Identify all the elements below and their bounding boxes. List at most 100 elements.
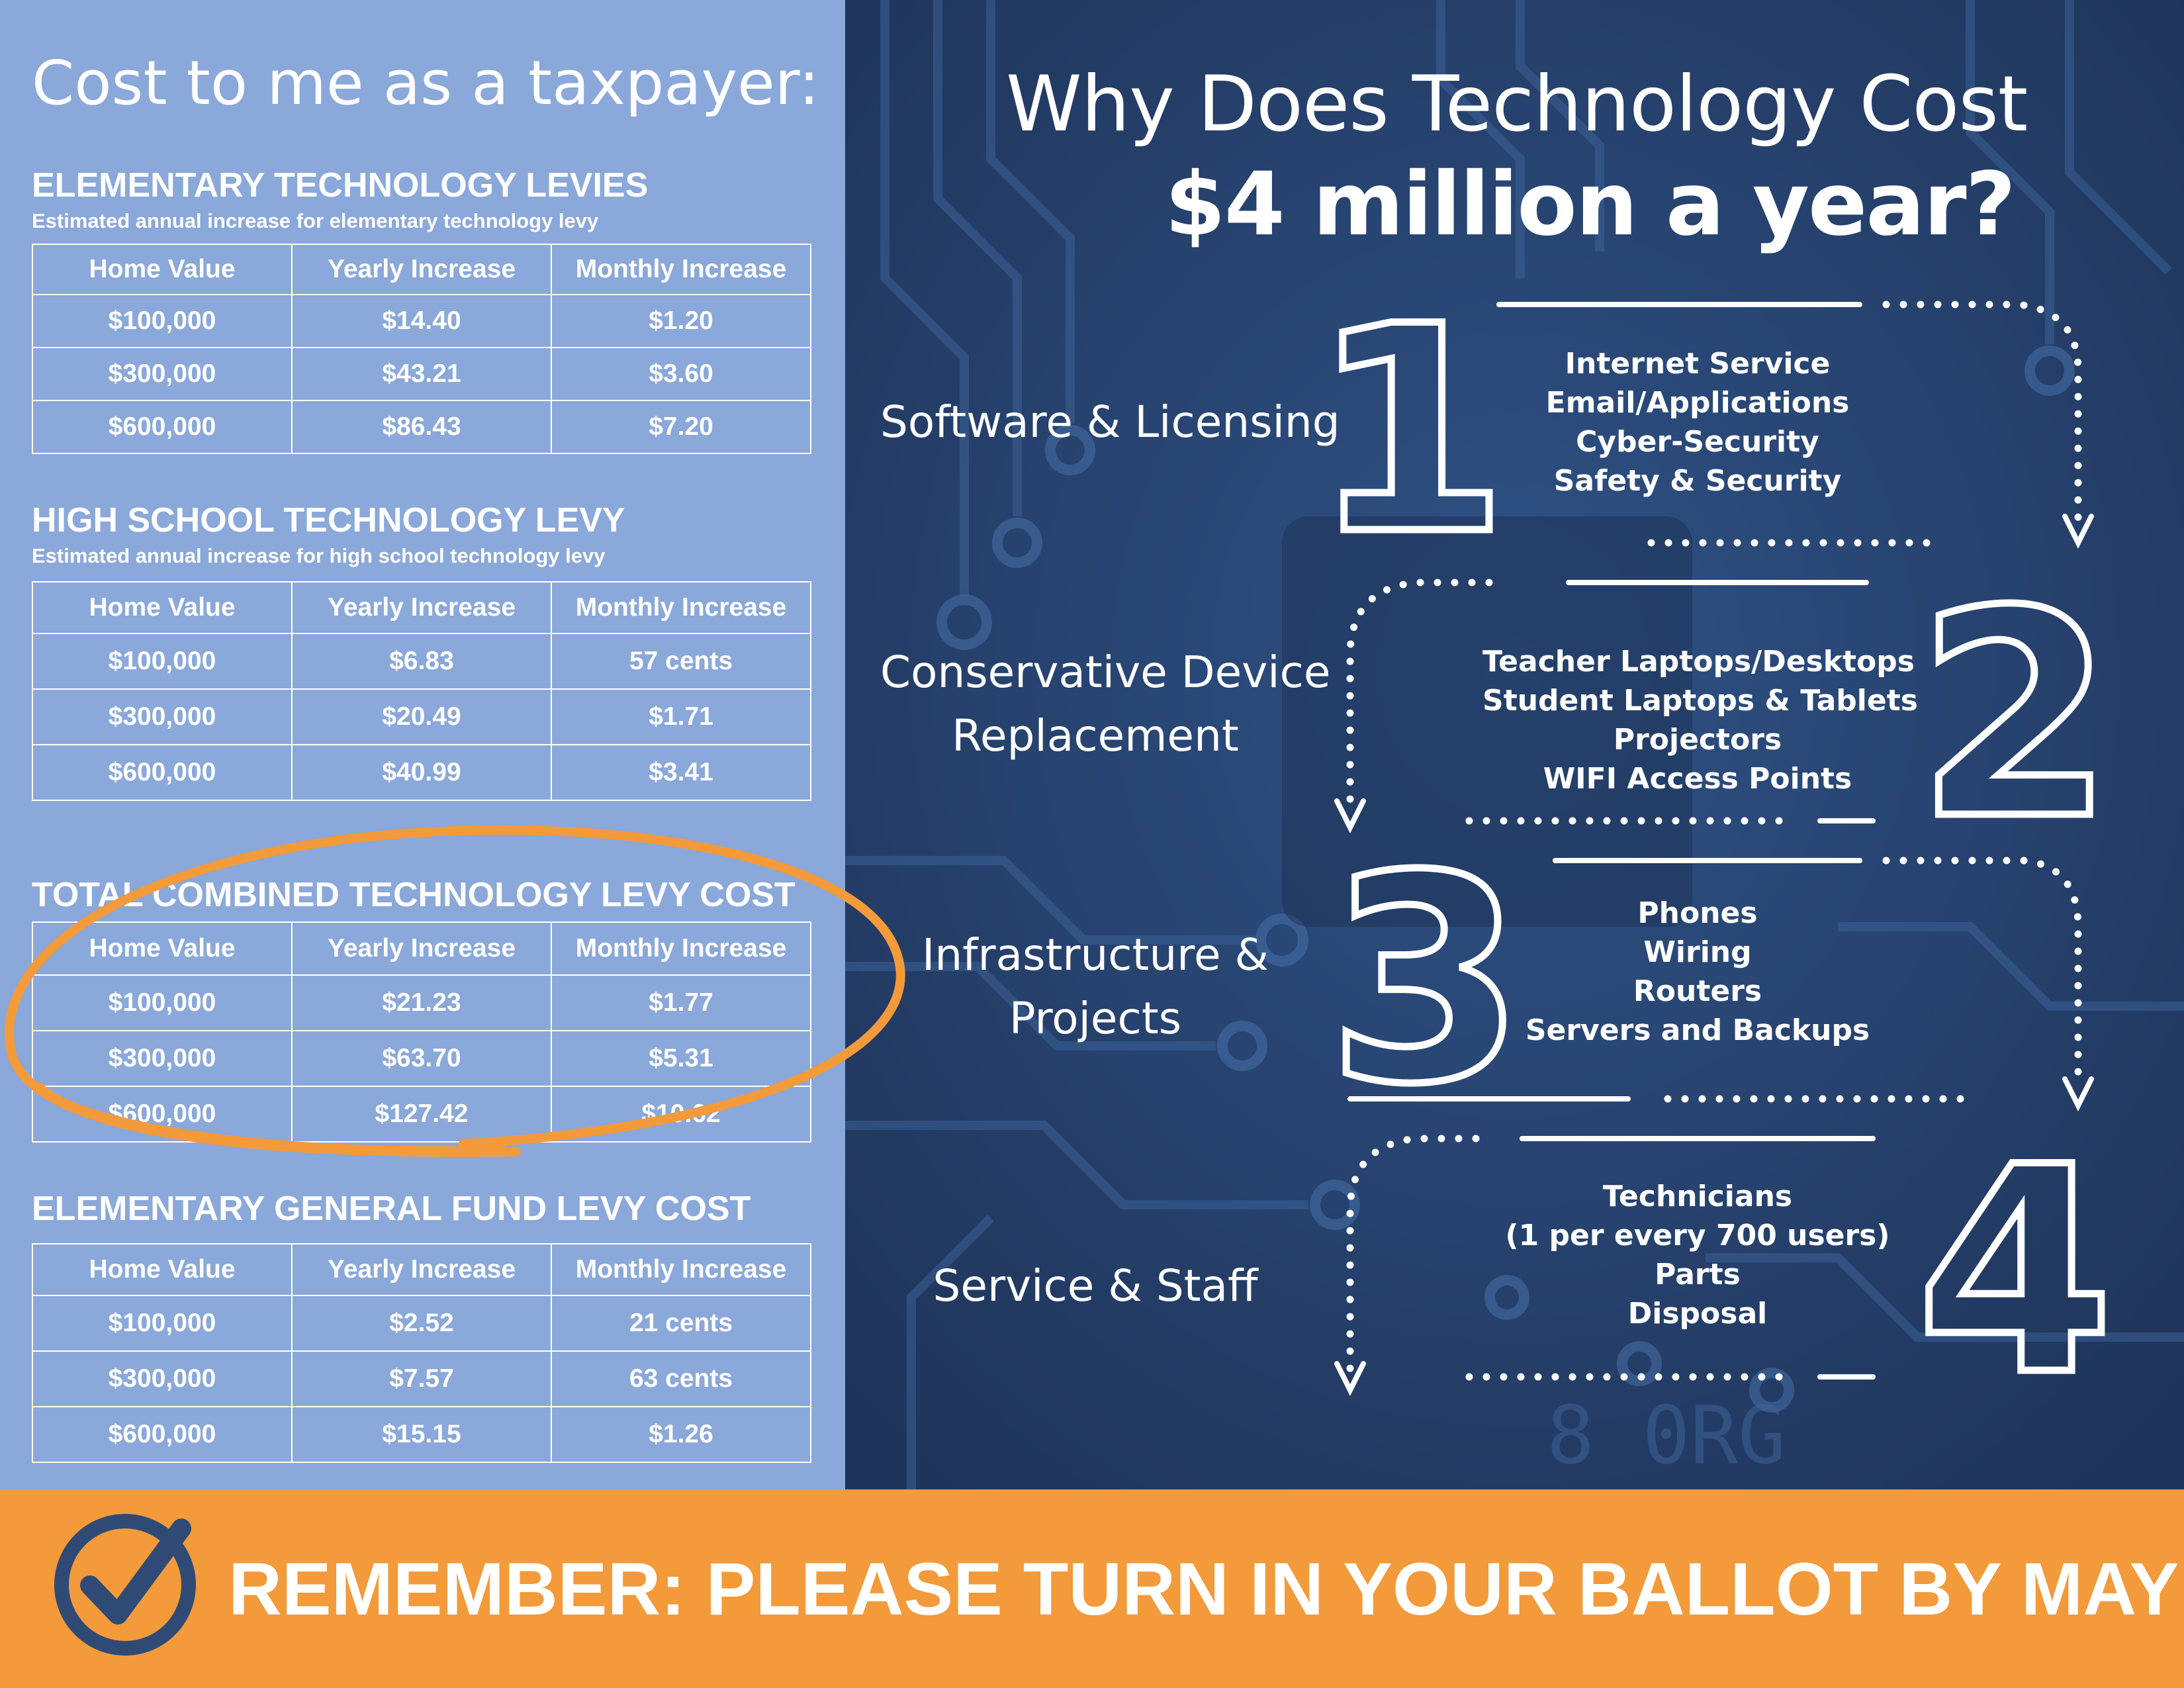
- table-row: $300,000 $7.57 63 cents: [32, 1350, 811, 1407]
- table-header-row: Home Value Yearly Increase Monthly Incre…: [32, 1243, 811, 1296]
- table-row: $600,000 $40.99 $3.41: [32, 744, 811, 801]
- cell-yearly: $40.99: [291, 744, 552, 801]
- table-header-row: Home Value Yearly Increase Monthly Incre…: [32, 581, 811, 634]
- cell-home-value: $100,000: [32, 633, 293, 690]
- headline-line-2: $4 million a year?: [1165, 154, 2016, 256]
- step-2-arrow-icon: [1334, 798, 1366, 833]
- headline-line-1: Why Does Technology Cost: [1006, 60, 2028, 149]
- cell-yearly: $43.21: [291, 347, 552, 401]
- step-4-items: Technicians (1 per every 700 users) Part…: [1482, 1177, 1913, 1333]
- cell-home-value: $600,000: [32, 400, 293, 454]
- list-item: WIFI Access Points: [1543, 762, 1852, 796]
- header-home-value: Home Value: [32, 244, 293, 295]
- cell-yearly: $15.15: [291, 1406, 552, 1463]
- step-flow-diagram: 1 2 3 4: [1307, 263, 2118, 1442]
- ballot-reminder-text: REMEMBER: PLEASE TURN IN YOUR BALLOT BY …: [228, 1548, 2184, 1630]
- header-home-value: Home Value: [32, 581, 293, 634]
- list-item: (1 per every 700 users): [1505, 1219, 1890, 1252]
- cell-yearly: $20.49: [291, 688, 552, 745]
- table-row: $600,000 $86.43 $7.20: [32, 400, 811, 454]
- step-1-dotted-connector: [1882, 301, 2082, 534]
- list-item: Safety & Security: [1553, 464, 1842, 498]
- cell-home-value: $600,000: [32, 1406, 293, 1463]
- list-item: Cyber-Security: [1576, 425, 1819, 459]
- table-high-school-tech: Home Value Yearly Increase Monthly Incre…: [32, 581, 811, 801]
- cell-home-value: $300,000: [32, 347, 293, 401]
- list-item: Routers: [1633, 974, 1762, 1008]
- table-row: $100,000 $14.40 $1.20: [32, 294, 811, 348]
- table-row: $100,000 $2.52 21 cents: [32, 1295, 811, 1352]
- section-title-high-school-tech: HIGH SCHOOL TECHNOLOGY LEVY: [32, 501, 625, 539]
- cell-monthly: $1.71: [551, 688, 811, 745]
- list-item: Student Laptops & Tablets: [1482, 684, 1918, 718]
- list-item: Phones: [1637, 896, 1758, 930]
- cell-monthly: $3.41: [551, 744, 811, 801]
- table-elementary-general-fund: Home Value Yearly Increase Monthly Incre…: [32, 1243, 811, 1463]
- header-monthly-increase: Monthly Increase: [551, 244, 811, 295]
- cell-yearly: $6.83: [291, 633, 552, 690]
- circuit-board-background: 8 0RG: [845, 0, 2184, 1489]
- table-row: $300,000 $20.49 $1.71: [32, 688, 811, 745]
- step-1-arrow-icon: [2062, 514, 2094, 549]
- cell-yearly: $14.40: [291, 294, 552, 348]
- step-1-number: 1: [1310, 266, 1508, 597]
- step-3-dotted-connector: [1882, 857, 2082, 1090]
- list-item: Technicians: [1602, 1180, 1793, 1213]
- cell-yearly: $2.52: [291, 1295, 552, 1352]
- table-header-row: Home Value Yearly Increase Monthly Incre…: [32, 244, 811, 295]
- step-2-number: 2: [1916, 551, 2114, 882]
- step-4-number: 4: [1916, 1107, 2114, 1438]
- cell-monthly: 63 cents: [551, 1350, 811, 1407]
- table-elementary-tech: Home Value Yearly Increase Monthly Incre…: [32, 244, 811, 454]
- header-yearly-increase: Yearly Increase: [291, 581, 552, 634]
- cell-yearly: $7.57: [291, 1350, 552, 1407]
- cell-home-value: $300,000: [32, 1350, 293, 1407]
- cell-monthly: $1.26: [551, 1406, 811, 1463]
- header-monthly-increase: Monthly Increase: [551, 581, 811, 634]
- list-item: Projectors: [1613, 723, 1782, 757]
- svg-text:8 0RG: 8 0RG: [1547, 1390, 1786, 1482]
- step-4-label: Service & Staff: [933, 1260, 1258, 1311]
- step-2-items: Teacher Laptops/Desktops Student Laptops…: [1482, 642, 1918, 798]
- list-item: Email/Applications: [1545, 386, 1850, 420]
- list-item: Parts: [1655, 1258, 1741, 1291]
- step-4-dotted-connector: [1346, 1135, 1480, 1374]
- list-item: Internet Service: [1565, 347, 1831, 381]
- cell-monthly: 57 cents: [551, 633, 811, 690]
- cell-home-value: $300,000: [32, 688, 293, 745]
- ballot-reminder-banner: [0, 1489, 2184, 1688]
- section-subtitle-high-school-tech: Estimated annual increase for high schoo…: [32, 544, 606, 567]
- step-3-number: 3: [1327, 816, 1525, 1147]
- cell-home-value: $600,000: [32, 744, 293, 801]
- list-item: Disposal: [1627, 1297, 1768, 1331]
- section-title-elementary-tech: ELEMENTARY TECHNOLOGY LEVIES: [32, 166, 649, 205]
- header-monthly-increase: Monthly Increase: [551, 1243, 811, 1296]
- step-2-label: Conservative Device Replacement: [880, 647, 1331, 761]
- step-2-dotted-connector: [1346, 579, 1493, 812]
- step-1-label: Software & Licensing: [880, 397, 1340, 447]
- cell-monthly: 21 cents: [551, 1295, 811, 1352]
- cell-monthly: $1.20: [551, 294, 811, 348]
- section-title-elementary-general-fund: ELEMENTARY GENERAL FUND LEVY COST: [32, 1190, 751, 1228]
- panel-title: Cost to me as a taxpayer:: [32, 48, 819, 118]
- cell-yearly: $86.43: [291, 400, 552, 454]
- cell-monthly: $3.60: [551, 347, 811, 401]
- checkmark-circle-icon: [54, 1514, 196, 1656]
- section-subtitle-elementary-tech: Estimated annual increase for elementary…: [32, 209, 599, 232]
- table-row: $600,000 $15.15 $1.26: [32, 1406, 811, 1463]
- step-3-items: Phones Wiring Routers Servers and Backup…: [1482, 894, 1913, 1050]
- list-item: Wiring: [1643, 935, 1752, 969]
- step-3-arrow-icon: [2062, 1076, 2094, 1111]
- table-row: $100,000 $6.83 57 cents: [32, 633, 811, 690]
- list-item: Servers and Backups: [1525, 1013, 1870, 1047]
- header-yearly-increase: Yearly Increase: [291, 1243, 552, 1296]
- step-1-items: Internet Service Email/Applications Cybe…: [1482, 344, 1913, 500]
- list-item: Teacher Laptops/Desktops: [1482, 645, 1915, 679]
- step-4-arrow-icon: [1334, 1361, 1366, 1396]
- cell-home-value: $100,000: [32, 294, 293, 348]
- header-home-value: Home Value: [32, 1243, 293, 1296]
- step-3-label: Infrastructure & Projects: [921, 929, 1269, 1044]
- technology-cost-panel: 8 0RG: [845, 0, 2184, 1489]
- table-row: $300,000 $43.21 $3.60: [32, 347, 811, 401]
- cell-monthly: $7.20: [551, 400, 811, 454]
